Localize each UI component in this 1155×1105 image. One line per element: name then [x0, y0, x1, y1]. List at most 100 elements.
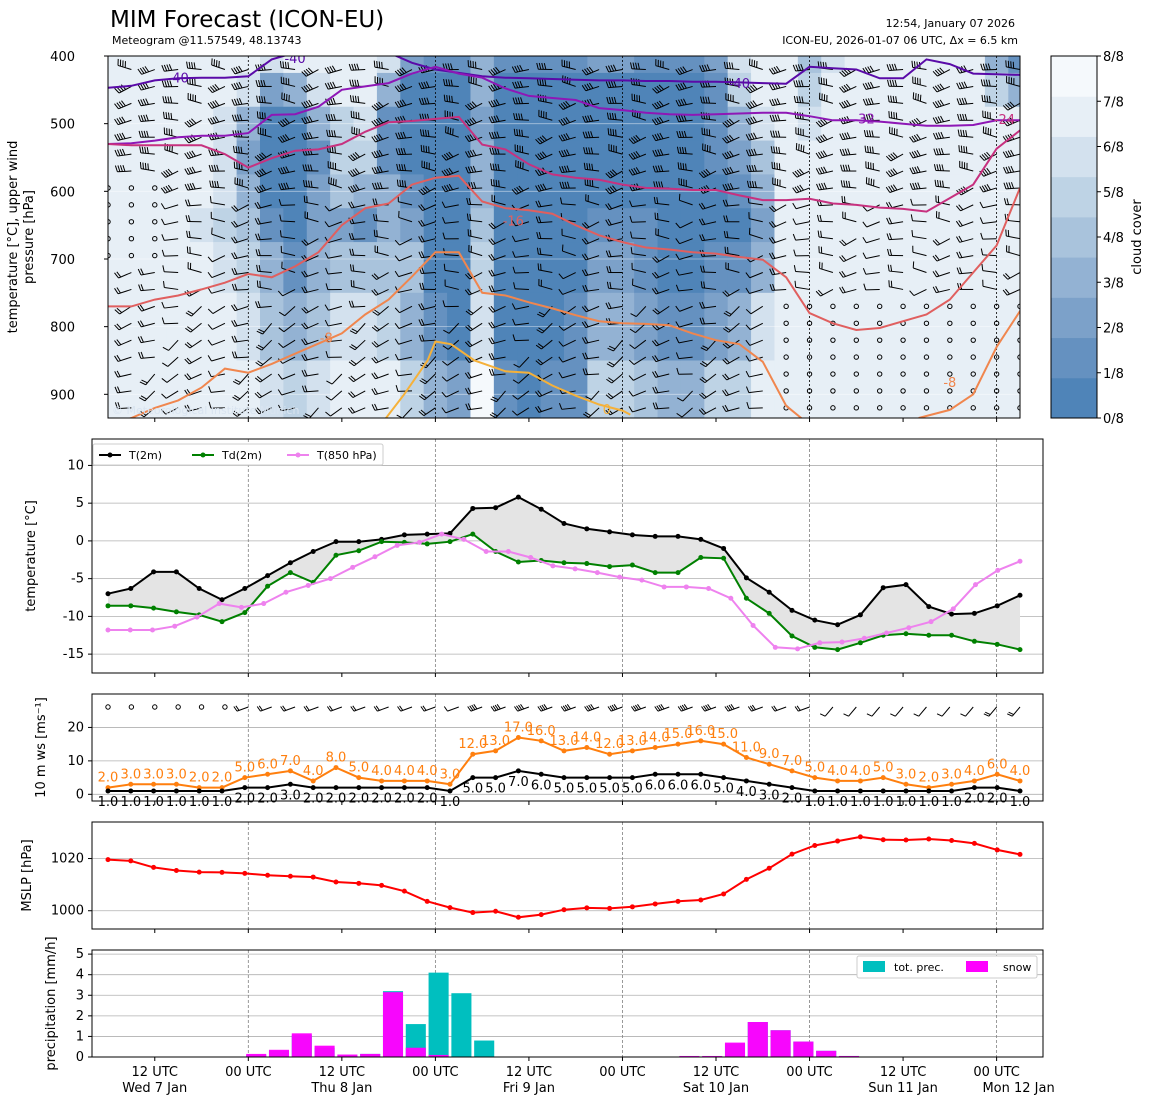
data-point: [216, 601, 222, 607]
data-point: [903, 837, 909, 843]
wind-barb-flag: [635, 704, 640, 710]
wind-barb-flag: [862, 98, 867, 106]
wind-barb-flag: [538, 327, 545, 332]
wind-barb-flag: [303, 306, 309, 313]
wind-barb-flag: [490, 706, 495, 712]
data-point: [515, 559, 521, 565]
wind-barb-flag: [887, 248, 890, 256]
colorbar-label: cloud cover: [1130, 199, 1145, 275]
wind-barb-flag: [537, 200, 542, 207]
wind-barb-flag: [752, 100, 758, 107]
wind-barb-flag: [233, 98, 238, 106]
data-point: [949, 781, 955, 787]
mean-value-label: 2.0: [234, 792, 255, 807]
wind-barb-flag: [467, 403, 472, 410]
wind-barb-flag: [536, 247, 539, 255]
wind-barb-flag: [637, 704, 642, 710]
y-tick-label: 3: [76, 988, 84, 1003]
series-line: [108, 533, 1021, 650]
wind-barb-flag: [490, 398, 497, 403]
wind-barb-flag: [936, 164, 939, 171]
cloud-cell: [119, 242, 144, 294]
data-point: [305, 582, 311, 588]
wind-barb: [282, 339, 296, 349]
data-point: [639, 577, 645, 583]
wind-barb-flag: [495, 99, 500, 106]
wind-barb-flag: [769, 284, 773, 291]
data-point: [196, 585, 202, 591]
wind-barb-flag: [184, 152, 189, 159]
cloud-cell: [236, 72, 261, 108]
wind-barb-flag: [865, 98, 869, 105]
wind-barb-flag: [255, 249, 259, 256]
cloud-cell: [938, 242, 963, 294]
wind-barb-flag: [464, 104, 471, 111]
data-point: [835, 622, 841, 628]
isotherm-line: [108, 174, 1020, 332]
wind-barb-flag: [372, 198, 376, 205]
gust-value-label: 2.0: [212, 771, 233, 786]
wind-barb-flag: [116, 339, 122, 345]
wind-barb-flag: [465, 403, 469, 410]
wind-barb-flag: [488, 223, 494, 230]
wind-barb-flag: [473, 181, 477, 189]
wind-barb-flag: [395, 148, 399, 155]
wind-barb-flag: [495, 115, 500, 122]
wind-barb-flag: [868, 130, 872, 137]
wind-barb-flag: [1003, 182, 1007, 190]
wind-barb-flag: [702, 345, 709, 350]
wind-barb-flag: [373, 356, 379, 363]
wind-barb-flag: [628, 406, 633, 413]
cloud-cell: [330, 140, 355, 175]
wind-barb-flag: [839, 240, 845, 247]
calm-wind-marker: [128, 252, 135, 259]
wind-barb-flag: [675, 99, 680, 107]
wind-barb-flag: [184, 405, 189, 412]
wind-barb-flag: [519, 64, 524, 72]
wind-barb-flag: [213, 164, 217, 172]
wind-barb: [514, 322, 529, 326]
wind-barb-flag: [514, 65, 519, 73]
wind-barb-flag: [933, 148, 937, 155]
wind-barb-flag: [890, 713, 896, 717]
wind-barb-flag: [349, 79, 352, 87]
wind-barb-flag: [581, 254, 587, 261]
wind-barb-flag: [820, 135, 826, 142]
wind-barb-flag: [373, 119, 379, 126]
wind-barb-flag: [724, 326, 731, 332]
wind-barb-flag: [723, 230, 726, 238]
cloud-cell: [844, 72, 869, 108]
wind-barb-flag: [889, 79, 893, 87]
wind-barb-flag: [535, 200, 539, 208]
data-point: [265, 771, 271, 777]
wind-barb-flag: [910, 198, 913, 206]
wind-barb-flag: [777, 130, 781, 138]
wind-barb-flag: [581, 85, 587, 92]
wind-barb-flag: [724, 342, 731, 348]
wind-barb-flag: [122, 148, 126, 156]
cloud-cell: [447, 72, 472, 108]
wind-barb-flag: [539, 78, 542, 86]
wind-barb-flag: [652, 257, 658, 263]
wind-barb-flag: [698, 203, 704, 210]
wind-barb-flag: [607, 65, 612, 72]
wind-barb-flag: [675, 336, 680, 344]
wind-barb-flag: [609, 186, 615, 193]
wind-barb-flag: [187, 326, 193, 331]
wind-barb-flag: [114, 134, 119, 141]
cloud-cell: [400, 72, 425, 108]
wind-barb-flag: [328, 114, 331, 121]
wind-barb-flag: [583, 413, 590, 418]
wind-barb-flag: [488, 116, 493, 123]
wind-barb-flag: [443, 169, 449, 176]
data-point: [196, 869, 202, 875]
wind-barb: [281, 373, 296, 380]
wind-barb-flag: [660, 165, 664, 172]
wind-barb-flag: [544, 79, 547, 86]
wind-barb-flag: [980, 63, 984, 71]
cloud-cell: [143, 140, 168, 175]
wind-barb-flag: [441, 154, 447, 161]
data-point: [151, 605, 157, 611]
cloud-cell: [283, 242, 308, 294]
y-tick-label: 0: [76, 1050, 84, 1065]
